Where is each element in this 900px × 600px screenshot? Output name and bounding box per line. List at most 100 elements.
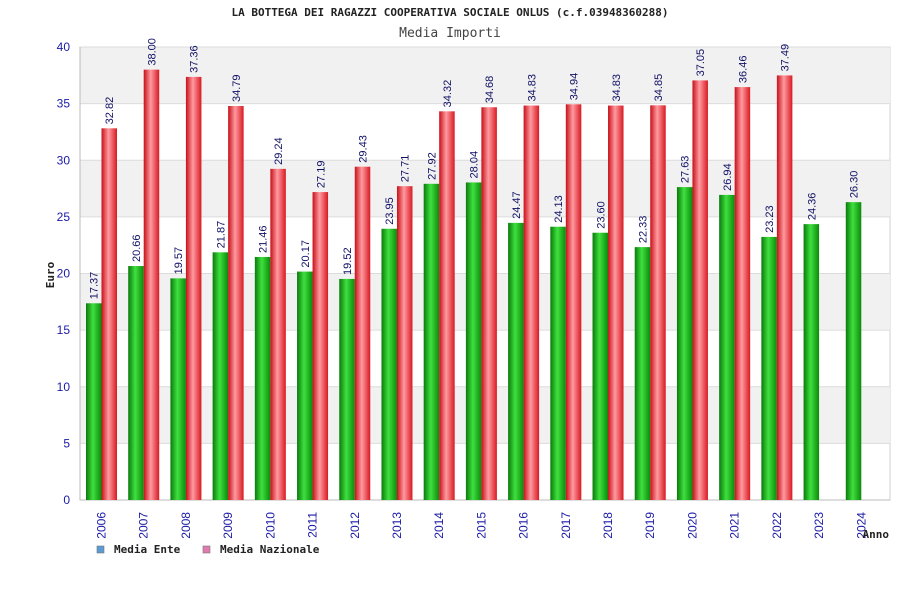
bar-ente [465,182,482,500]
y-axis-label: Euro [44,261,57,288]
data-label: 27.71 [400,155,412,183]
bars: 17.37 32.82 20.66 38.00 19.57 37.36 21.87 34.79… [86,38,862,501]
bar-ente [761,236,777,500]
data-label: 21.87 [215,221,227,249]
data-label: 20.66 [131,234,143,262]
bar-ente [86,303,102,500]
data-label: 34.32 [442,80,454,108]
data-label: 24.13 [553,195,565,223]
data-label: 26.30 [849,171,861,199]
x-tick-label: 2013 [390,512,404,539]
x-tick-label: 2014 [432,512,446,539]
data-label: 37.05 [695,49,707,77]
bar-nazionale [396,186,413,500]
bar-ente [508,222,524,500]
y-tick-label: 35 [57,97,71,111]
y-tick-label: 40 [57,40,71,54]
data-label: 29.43 [358,135,370,163]
y-tick-label: 0 [63,493,70,507]
grid-band [80,47,890,104]
data-label: 34.83 [526,74,538,102]
bar-nazionale [312,192,329,501]
data-label: 27.92 [426,152,438,180]
bar-ente [719,194,735,501]
x-tick-label: 2006 [95,512,109,539]
bar-ente [339,278,355,500]
x-tick-label: 2024 [854,512,868,539]
x-tick-label: 2018 [601,512,615,539]
bar-nazionale [143,69,160,501]
bar-ente [381,228,397,501]
legend-swatch [96,545,105,554]
bar-ente [423,183,440,500]
x-tick-label: 2020 [685,512,699,539]
data-label: 23.95 [384,197,396,225]
legend: Media Ente Media Nazionale [96,543,320,556]
bar-nazionale [523,105,540,501]
x-tick-label: 2022 [770,512,784,539]
legend-label: Media Nazionale [220,543,320,556]
bar-ente [212,252,229,500]
x-tick-label: 2021 [728,512,742,539]
bar-nazionale [608,105,624,501]
data-label: 27.63 [680,156,692,184]
data-label: 23.23 [764,205,776,233]
data-label: 32.82 [104,97,116,125]
bar-ente [254,256,271,500]
data-label: 27.19 [315,161,327,189]
data-label: 34.85 [653,74,665,102]
bar-ente [803,224,820,501]
data-label: 24.47 [511,191,523,219]
y-tick-label: 30 [57,153,71,167]
bar-nazionale [439,111,455,501]
data-label: 19.52 [342,247,354,275]
data-label: 26.94 [722,163,734,191]
bar-ente [170,278,186,500]
x-tick-label: 2011 [306,512,320,538]
y-tick-label: 25 [57,210,71,224]
chart-title: LA BOTTEGA DEI RAGAZZI COOPERATIVA SOCIA… [231,6,668,19]
data-label: 23.60 [595,201,607,229]
data-label: 20.17 [300,240,312,268]
bar-ente [550,226,566,500]
x-tick-label: 2012 [348,512,362,539]
bar-nazionale [565,104,582,500]
x-tick-label: 2010 [263,512,277,539]
data-label: 28.04 [469,151,481,179]
data-label: 29.24 [273,137,285,165]
data-label: 19.57 [173,247,185,275]
bar-ente [297,271,313,500]
x-tick-label: 2019 [643,512,657,539]
bar-ente [845,202,862,500]
x-tick-label: 2023 [812,512,826,539]
x-tick-label: 2009 [221,512,235,539]
bar-nazionale [481,107,497,501]
bar-nazionale [101,128,117,500]
x-axis-label: Anno [863,528,890,541]
x-tick-label: 2017 [559,512,573,539]
bar-nazionale [692,80,708,500]
bar-nazionale [228,106,244,501]
data-label: 22.33 [637,216,649,244]
y-tick-label: 20 [57,267,71,281]
bar-nazionale [185,76,202,500]
bar-ente [676,187,693,500]
data-label: 34.83 [611,74,623,102]
y-axis-ticks: 0 5 10 15 20 25 30 35 40 [57,40,71,507]
x-tick-label: 2016 [517,512,531,539]
data-label: 17.37 [89,272,101,300]
data-label: 36.46 [737,56,749,84]
bar-ente [128,266,144,500]
chart-subtitle: Media Importi [399,26,501,41]
y-tick-label: 15 [57,323,71,337]
data-label: 24.36 [806,193,818,221]
x-tick-label: 2015 [474,512,488,539]
data-label: 38.00 [146,38,158,66]
y-tick-label: 10 [57,380,71,394]
bar-nazionale [734,87,751,500]
bar-nazionale [270,168,286,500]
bar-ente [634,247,651,500]
y-tick-label: 5 [63,436,70,450]
data-label: 34.79 [231,74,243,102]
bar-nazionale [354,166,371,500]
